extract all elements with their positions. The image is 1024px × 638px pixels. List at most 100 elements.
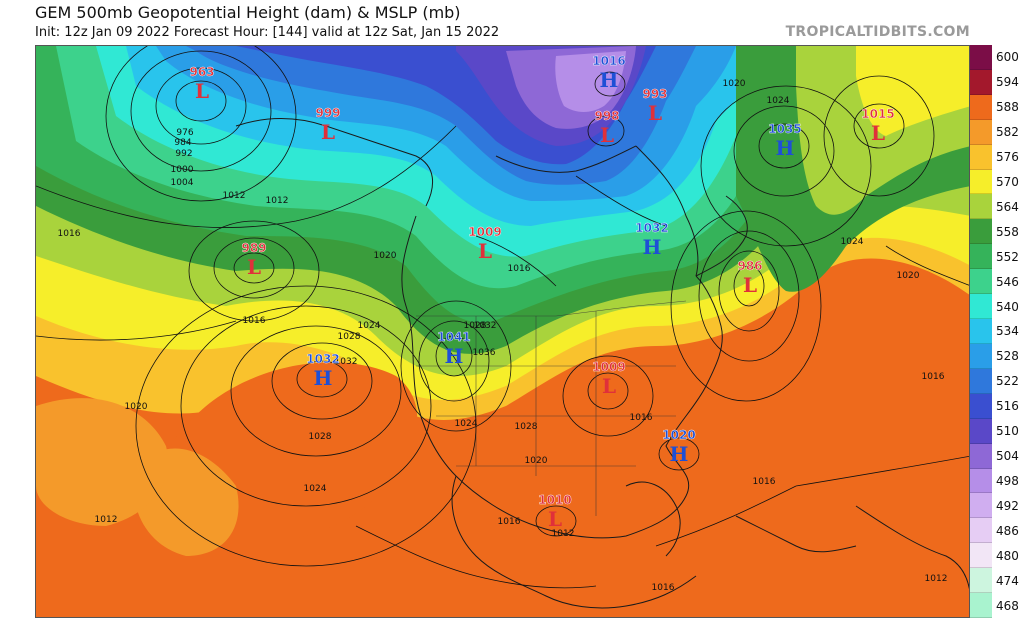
weather-map: 976 984 992 1000 1004 1012 1012 1016 1016 1016 102…: [35, 45, 970, 618]
isobar-label: 1020: [125, 402, 148, 412]
center-pressure-label: 1041: [437, 330, 470, 344]
center-letter: L: [871, 121, 885, 145]
colorbar-entry: 534: [970, 319, 1024, 344]
isobar-label: 1028: [515, 422, 538, 432]
colorbar-entry: 576: [970, 144, 1024, 170]
height-shading: [36, 46, 969, 617]
colorbar-entry: 564: [970, 194, 1024, 220]
center-letter: L: [648, 101, 662, 125]
colorbar-entry: 558: [970, 219, 1024, 245]
colorbar-swatch: [970, 319, 992, 344]
colorbar-label: 600: [996, 50, 1019, 65]
colorbar-label: 480: [996, 548, 1019, 563]
colorbar-entry: 516: [970, 393, 1024, 419]
isobar-label: 1016: [922, 372, 945, 382]
colorbar-entry: 522: [970, 368, 1024, 394]
isobar-label: 992: [175, 149, 192, 159]
isobars: [36, 46, 969, 589]
isobar-label: 1016: [58, 229, 81, 239]
center-letter: L: [600, 123, 614, 147]
colorbar-entry: 546: [970, 269, 1024, 295]
colorbar-swatch: [970, 94, 992, 120]
colorbar-entry: 498: [970, 468, 1024, 494]
colorbar-label: 516: [996, 399, 1019, 414]
isobar-label: 976: [176, 128, 193, 138]
center-letter: H: [600, 68, 619, 92]
pressure-centers: 963L999L989L1009L998L993L986L1009L1010L1…: [189, 54, 895, 531]
isobar-label: 1004: [171, 178, 194, 188]
colorbar-swatch: [970, 368, 992, 394]
center-pressure-label: 999: [315, 106, 340, 120]
isobar-label: 1024: [358, 321, 381, 331]
colorbar-swatch: [970, 294, 992, 320]
center-letter: L: [247, 255, 261, 279]
center-pressure-label: 1032: [635, 221, 668, 235]
colorbar-entry: 600: [970, 45, 1024, 70]
center-letter: H: [445, 344, 464, 368]
center-pressure-label: 998: [594, 109, 619, 123]
colorbar-swatch: [970, 543, 992, 569]
colorbar-entry: 528: [970, 343, 1024, 369]
colorbar-label: 576: [996, 150, 1019, 165]
colorbar-label: 588: [996, 100, 1019, 115]
colorbar-label: 468: [996, 598, 1019, 613]
colorbar-entry: 510: [970, 418, 1024, 444]
isobar-label: 1016: [652, 583, 675, 593]
colorbar-swatch: [970, 443, 992, 469]
colorbar-entry: 588: [970, 94, 1024, 120]
colorbar-swatch: [970, 169, 992, 195]
colorbar-swatch: [970, 568, 992, 594]
colorbar-swatch: [970, 493, 992, 519]
colorbar-label: 486: [996, 523, 1019, 538]
colorbar-entry: 486: [970, 518, 1024, 544]
center-letter: L: [743, 273, 757, 297]
colorbar-entry: 474: [970, 568, 1024, 594]
colorbar-label: 582: [996, 125, 1019, 140]
isobar-label: 1016: [243, 316, 266, 326]
isobar-label: 1024: [304, 484, 327, 494]
colorbar-entry: 594: [970, 69, 1024, 95]
isobar-label: 1016: [498, 517, 521, 527]
colorbar-entry: 540: [970, 294, 1024, 320]
colorbar-label: 540: [996, 299, 1019, 314]
colorbar-label: 552: [996, 249, 1019, 264]
center-letter: L: [548, 507, 562, 531]
colorbar-entry: 570: [970, 169, 1024, 195]
center-letter: L: [478, 239, 492, 263]
colorbar-label: 594: [996, 75, 1019, 90]
isobar-label: 1028: [338, 332, 361, 342]
isobar-label: 1012: [95, 515, 118, 525]
colorbar-entry: 480: [970, 543, 1024, 569]
center-pressure-label: 963: [189, 65, 214, 79]
colorbar-label: 522: [996, 374, 1019, 389]
center-pressure-label: 1016: [592, 54, 625, 68]
isobar-label: 1024: [841, 237, 864, 247]
colorbar-label: 498: [996, 473, 1019, 488]
center-letter: H: [670, 442, 689, 466]
colorbar-entry: 582: [970, 119, 1024, 145]
isobar-label: 1024: [767, 96, 790, 106]
coastlines: [235, 118, 969, 609]
colorbar-entry: 552: [970, 244, 1024, 270]
colorbar-label: 528: [996, 349, 1019, 364]
colorbar-swatch: [970, 194, 992, 220]
colorbar-label: 564: [996, 199, 1019, 214]
colorbar-swatch: [970, 144, 992, 170]
colorbar-swatch: [970, 219, 992, 245]
isobar-label: 1000: [171, 165, 194, 175]
colorbar-label: 492: [996, 498, 1019, 513]
colorbar-swatch: [970, 69, 992, 95]
isobar-label: 1020: [525, 456, 548, 466]
colorbar-label: 504: [996, 449, 1019, 464]
colorbar-label: 534: [996, 324, 1019, 339]
isobar-label: 1032: [335, 357, 358, 367]
